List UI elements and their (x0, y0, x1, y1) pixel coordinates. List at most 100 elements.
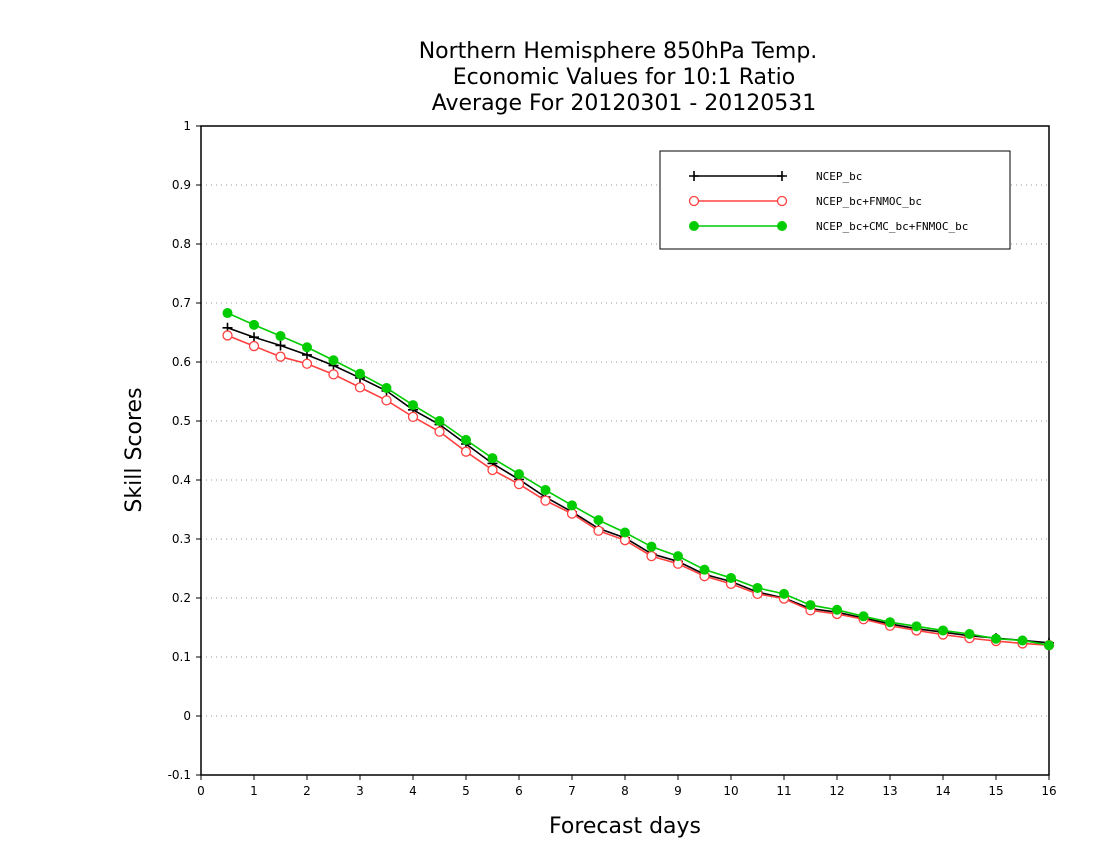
data-point (646, 550, 657, 562)
x-tick-label: 0 (197, 784, 205, 798)
legend-entry: NCEP_bc+CMC_bc+FNMOC_bc (689, 220, 968, 233)
legend-entry: NCEP_bc+FNMOC_bc (688, 195, 922, 208)
data-point (779, 588, 789, 599)
data-point (381, 382, 392, 393)
x-tick-label: 11 (776, 784, 791, 798)
y-tick-label: 0.8 (172, 237, 191, 251)
legend-label: NCEP_bc+CMC_bc+FNMOC_bc (816, 220, 968, 233)
data-point (566, 508, 578, 519)
series-layer (222, 308, 1055, 651)
data-point (911, 621, 922, 632)
x-tick-label: 8 (621, 784, 629, 798)
series-line (227, 334, 1050, 646)
data-point (805, 600, 816, 611)
x-tick-label: 9 (674, 784, 682, 798)
data-point (301, 358, 313, 369)
x-tick-label: 2 (303, 784, 311, 798)
x-tick-label: 12 (829, 784, 844, 798)
data-point (328, 369, 339, 380)
x-tick-label: 4 (409, 784, 417, 798)
y-tick-label: 0.4 (172, 473, 191, 487)
x-tick-label: 6 (515, 784, 523, 798)
data-point (991, 633, 1001, 644)
x-tick-label: 10 (723, 784, 738, 798)
data-point (461, 434, 471, 445)
data-point (699, 564, 710, 575)
chart-title: Northern Hemisphere 850hPa Temp. Economi… (419, 39, 818, 116)
data-point (938, 625, 948, 636)
legend-label: NCEP_bc+FNMOC_bc (816, 195, 922, 208)
series-1 (222, 322, 1054, 648)
data-point (355, 368, 365, 379)
data-point (540, 485, 551, 496)
legend-marker (688, 195, 700, 207)
x-tick-label: 7 (568, 784, 576, 798)
y-tick-label: 0.1 (172, 650, 191, 664)
data-point (381, 395, 392, 406)
legend-label: NCEP_bc (816, 170, 862, 183)
data-point (222, 308, 233, 319)
y-tick-label: 0.2 (172, 591, 191, 605)
data-point (673, 551, 683, 562)
data-point (275, 331, 286, 342)
data-point (1017, 635, 1028, 646)
data-point (328, 355, 339, 366)
series-2 (222, 330, 1055, 651)
data-point (726, 572, 736, 583)
data-point (460, 446, 472, 457)
data-point (249, 319, 259, 330)
y-tick-label: 0.7 (172, 296, 191, 310)
x-tick-label: 16 (1041, 784, 1056, 798)
legend-marker (777, 171, 787, 181)
x-tick-label: 3 (356, 784, 364, 798)
data-point (487, 453, 498, 464)
series-line (227, 312, 1050, 646)
data-point (964, 628, 975, 639)
data-point (248, 340, 260, 352)
x-tick-label: 15 (988, 784, 1003, 798)
x-tick-label: 5 (462, 784, 470, 798)
data-point (354, 382, 366, 393)
data-point (275, 351, 286, 362)
y-tick-label: 0.6 (172, 355, 191, 369)
x-tick-label: 13 (882, 784, 897, 798)
y-tick-label: 1 (183, 119, 191, 133)
legend-box (659, 150, 1011, 250)
data-point (249, 332, 259, 343)
legend: NCEP_bc NCEP_bc+FNMOC_bc NCEP_bc+CMC_bc+FN… (659, 150, 1011, 250)
legend-entry: NCEP_bc (689, 170, 862, 183)
x-axis-title: Forecast days (549, 814, 701, 839)
chart-title-line-3: Average For 20120301 - 20120531 (432, 91, 817, 116)
chart-title-line-2: Economic Values for 10:1 Ratio (453, 65, 795, 90)
data-point (407, 411, 419, 423)
y-tick-label: 0 (183, 709, 191, 723)
data-point (434, 416, 445, 426)
series-3 (222, 308, 1054, 651)
y-tick-label: -0.1 (168, 768, 191, 782)
legend-marker (777, 221, 787, 231)
data-point (434, 426, 445, 437)
series-line (227, 327, 1050, 644)
data-point (513, 478, 525, 490)
y-tick-label: 0.9 (172, 178, 191, 192)
legend-marker (776, 195, 788, 207)
y-tick-label: 0.5 (172, 414, 191, 428)
data-point (408, 400, 418, 411)
data-point (1044, 640, 1054, 651)
data-point (222, 330, 233, 341)
data-point (275, 340, 286, 351)
data-point (593, 515, 604, 526)
data-point (858, 611, 869, 622)
y-tick-label: 0.3 (172, 532, 191, 546)
data-point (514, 469, 524, 480)
data-point (567, 500, 577, 511)
chart-title-line-1: Northern Hemisphere 850hPa Temp. (419, 39, 818, 64)
y-axis-title: Skill Scores (122, 387, 147, 512)
legend-marker (689, 221, 699, 231)
data-point (885, 617, 895, 628)
data-point (646, 541, 657, 552)
data-point (832, 604, 842, 615)
data-point (487, 464, 498, 476)
x-tick-label: 1 (250, 784, 258, 798)
